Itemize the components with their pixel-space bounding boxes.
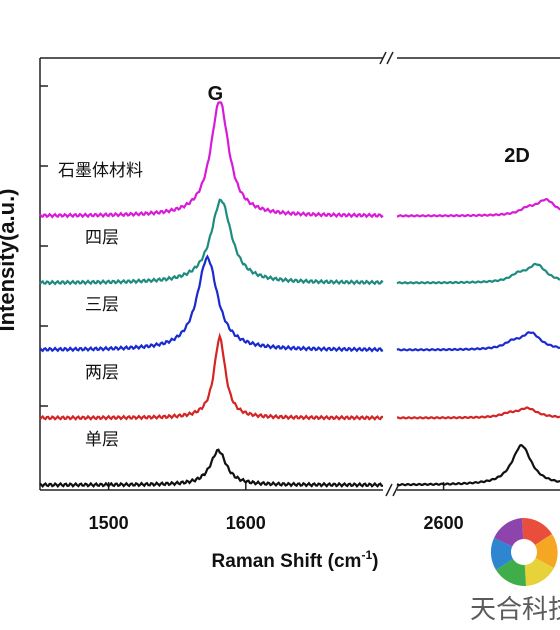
y-axis-label: Intensity(a.u.) (0, 188, 19, 331)
x-tick-2600: 2600 (424, 513, 464, 533)
series-label-2: 四层 (85, 228, 119, 247)
series-line-2-right (396, 262, 560, 285)
series-label-5: 单层 (85, 430, 119, 449)
peak-label-2d: 2D (504, 145, 530, 167)
series-line-5-left (39, 448, 384, 489)
axis-break-bottom (385, 483, 400, 497)
series-label-4: 两层 (85, 363, 119, 382)
series-line-3-left (39, 254, 384, 353)
series-label-3: 三层 (85, 295, 119, 314)
y-ticks (40, 85, 48, 407)
series-line-2-left (39, 198, 384, 286)
series-line-3-right (396, 331, 560, 352)
watermark-logo (490, 517, 558, 587)
axis-break-top (379, 51, 394, 65)
series-line-5-right (396, 444, 560, 487)
x-axis-label-text: Raman Shift (cm (212, 551, 362, 572)
series-line-4-right (397, 406, 560, 420)
x-tick-1500: 1500 (89, 513, 129, 533)
x-axis-label-sup: -1 (361, 548, 372, 562)
x-axis-label-close: ) (372, 551, 378, 572)
series-line-1-right (396, 197, 560, 218)
watermark-text: 天合科技 (470, 594, 560, 624)
x-tick-1600: 1600 (226, 513, 266, 533)
series-label-1: 石墨体材料 (58, 161, 143, 180)
series-line-1-left (39, 101, 384, 219)
peak-label-g: G (208, 83, 224, 105)
series-line-4-left (39, 332, 384, 421)
x-axis-label: Raman Shift (cm-1) (212, 548, 379, 572)
